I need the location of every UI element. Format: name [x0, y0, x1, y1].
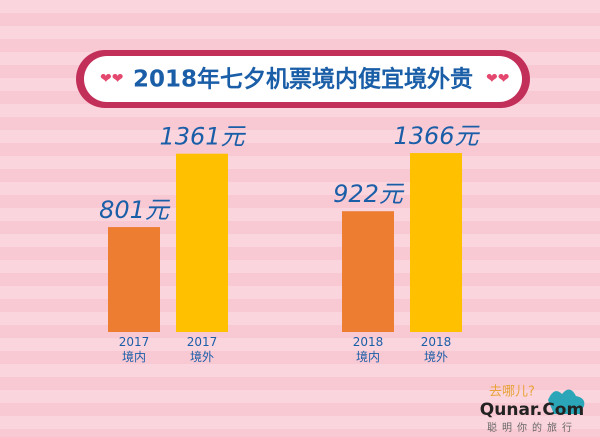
logo-slogan: 聪明你的旅行 [487, 421, 577, 434]
title-banner [84, 56, 522, 102]
x-tick-label: 2017 境外 [187, 335, 218, 364]
chart-title: 2018年七夕机票境内便宜境外贵 [133, 66, 473, 93]
hearts-decoration: ❤❤ [100, 71, 123, 87]
x-tick-label: 2017 境内 [119, 335, 150, 364]
x-tick-label: 2018 境内 [353, 335, 384, 364]
bar [342, 211, 394, 332]
x-tick-label: 2018 境外 [421, 335, 452, 364]
value-label: 1361元 [159, 123, 246, 151]
value-label: 1366元 [393, 122, 480, 150]
bar [108, 227, 160, 332]
logo-brand: Qunar.Com [480, 400, 584, 420]
bar [410, 153, 462, 332]
bar [176, 153, 228, 332]
value-label: 801元 [99, 196, 171, 224]
logo-camel [548, 389, 585, 414]
logo-name: 去哪儿? [489, 385, 535, 400]
value-label: 922元 [333, 180, 405, 208]
hearts-decoration: ❤❤ [486, 71, 509, 87]
